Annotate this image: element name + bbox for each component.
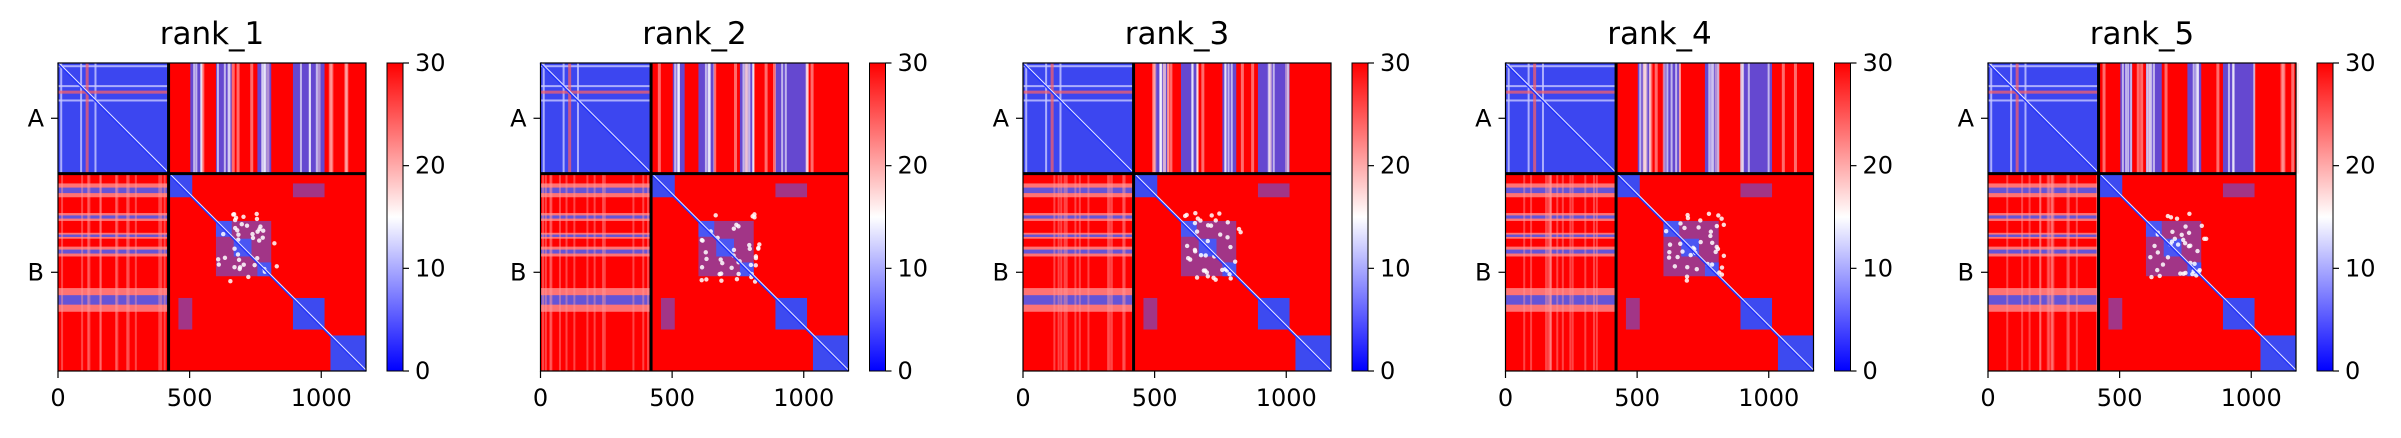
x-tick-label: 1000 — [1738, 384, 1799, 412]
x-tick-label: 0 — [1980, 384, 1995, 412]
colorbar-tick-label: 20 — [1380, 152, 1411, 180]
panel-title: rank_3 — [1125, 16, 1230, 52]
block-B-A — [58, 173, 169, 371]
colorbar-tick-label: 0 — [1863, 357, 1878, 385]
block-A-B — [2102, 63, 2299, 174]
colorbar-tick-label: 30 — [415, 49, 446, 77]
diagonal — [1987, 62, 2297, 372]
colorbar — [386, 62, 404, 372]
block-B-A — [1988, 173, 2099, 371]
y-tick-label-A: A — [1475, 104, 1492, 132]
block-A-A-texture — [540, 63, 652, 174]
y-tick-label-A: A — [1958, 104, 1975, 132]
axes-frame — [1504, 62, 1815, 372]
x-tick-label: 1000 — [2221, 384, 2282, 412]
y-tick-label-B: B — [993, 258, 1009, 286]
panel-rank_3: rank_3 A B 0 500 1000 0 10 20 30 — [993, 16, 1411, 412]
block-A-A-texture — [58, 63, 169, 174]
block-A-A-texture — [1988, 63, 2099, 174]
colorbar-tick-label: 20 — [415, 152, 446, 180]
axes-frame — [1987, 62, 2297, 372]
colorbar-tick-label: 20 — [2345, 152, 2376, 180]
panel-title: rank_4 — [1607, 16, 1712, 52]
colorbar-tick-label: 20 — [898, 152, 929, 180]
diagonal-highlight — [541, 62, 849, 371]
colorbar-tick-label: 0 — [2345, 357, 2360, 385]
block-A-A-texture — [1505, 63, 1617, 174]
colorbar-tick-label: 10 — [1863, 254, 1894, 282]
panel-rank_2: rank_2 A B 0 500 1000 0 10 20 30 — [510, 16, 928, 412]
x-tick-label: 1000 — [1256, 384, 1317, 412]
diagonal — [539, 62, 850, 372]
colorbar — [1351, 62, 1369, 372]
colorbar-tick-label: 30 — [1380, 49, 1411, 77]
x-tick-label: 500 — [2097, 384, 2143, 412]
y-tick-label-B: B — [510, 258, 526, 286]
x-tick-label: 500 — [649, 384, 695, 412]
panel-title: rank_5 — [2090, 16, 2195, 52]
x-tick-label: 0 — [50, 384, 65, 412]
colorbar — [2316, 62, 2334, 372]
colorbar-tick-label: 0 — [415, 357, 430, 385]
x-tick-label: 500 — [167, 384, 213, 412]
diagonal — [1022, 62, 1332, 372]
x-tick-label: 500 — [1614, 384, 1660, 412]
colorbar-tick-label: 10 — [898, 254, 929, 282]
diagonal-highlight — [1506, 62, 1814, 371]
colorbar-tick-label: 0 — [898, 357, 913, 385]
block-B-A — [540, 173, 652, 371]
block-B-A — [1505, 173, 1617, 371]
block-A-B — [657, 63, 814, 174]
x-tick-label: 500 — [1132, 384, 1178, 412]
diagonal-highlight — [1023, 62, 1332, 371]
diagonal — [57, 62, 367, 372]
colorbar-tick-label: 10 — [1380, 254, 1411, 282]
x-tick-label: 0 — [1498, 384, 1513, 412]
y-tick-label-A: A — [510, 104, 527, 132]
colorbar-tick-label: 20 — [1863, 152, 1894, 180]
colorbar-tick-label: 0 — [1380, 357, 1395, 385]
panel-rank_4: rank_4 A B 0 500 1000 0 10 20 30 — [1475, 16, 1893, 412]
axes-frame — [1022, 62, 1332, 372]
colorbar-tick-label: 30 — [2345, 49, 2376, 77]
x-tick-label: 1000 — [773, 384, 834, 412]
y-tick-label-B: B — [28, 258, 44, 286]
x-tick-label: 1000 — [291, 384, 352, 412]
y-tick-label-B: B — [1958, 258, 1974, 286]
y-tick-label-B: B — [1475, 258, 1491, 286]
block-B-A — [1023, 173, 1134, 371]
colorbar — [869, 62, 886, 372]
x-tick-label: 0 — [533, 384, 548, 412]
block-A-B — [1152, 63, 1290, 174]
diagonal-highlight — [1988, 62, 2297, 371]
diagonal — [1504, 62, 1815, 372]
y-tick-label-A: A — [28, 104, 45, 132]
colorbar-tick-label: 10 — [415, 254, 446, 282]
panel-rank_1: rank_1 A B 0 500 1000 0 10 20 30 — [28, 16, 446, 412]
diagonal-highlight — [58, 62, 367, 371]
colorbar-tick-label: 30 — [898, 49, 929, 77]
colorbar-tick-label: 30 — [1863, 49, 1894, 77]
y-tick-label-A: A — [993, 104, 1010, 132]
panel-rank_5: rank_5 A B 0 500 1000 0 10 20 30 — [1958, 16, 2376, 412]
block-A-B — [1637, 63, 1797, 174]
block-A-B — [190, 63, 349, 174]
colorbar-tick-label: 10 — [2345, 254, 2376, 282]
panel-title: rank_2 — [642, 16, 747, 52]
panel-title: rank_1 — [160, 16, 265, 52]
axes-frame — [57, 62, 367, 372]
block-A-A-texture — [1023, 63, 1134, 174]
x-tick-label: 0 — [1015, 384, 1030, 412]
colorbar — [1834, 62, 1851, 372]
axes-frame — [539, 62, 850, 372]
